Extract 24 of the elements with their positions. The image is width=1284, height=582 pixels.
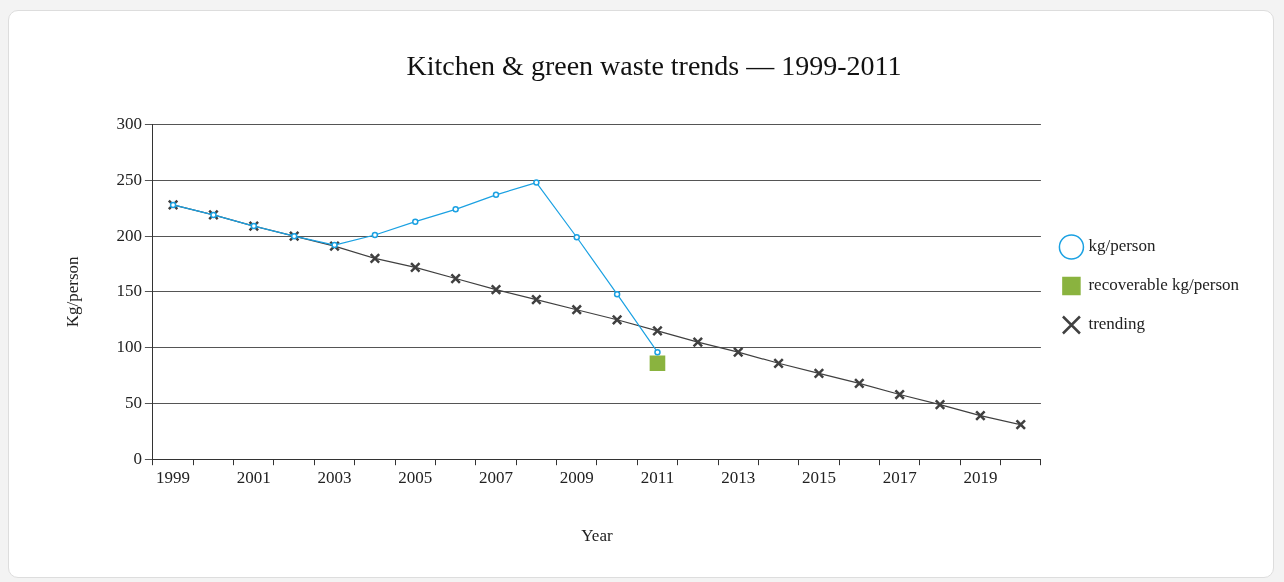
y-tick-label: 100 [116,337,142,357]
y-tick-label: 0 [133,448,142,468]
x-tick-label: 2011 [640,467,675,487]
y-tick-label: 300 [116,114,142,134]
legend-label: kg/person [1088,236,1156,256]
x-tick-label: 2003 [317,467,352,487]
x-tick-label: 2013 [721,467,756,487]
x-tick-label: 2015 [801,467,836,487]
x-tick-label: 2007 [479,467,514,487]
y-tick-label: 250 [116,169,142,189]
x-tick-label: 2019 [963,467,998,487]
x-axis-title: Year [581,526,613,546]
x-tick-label: 2001 [236,467,271,487]
y-tick-label: 150 [116,281,142,301]
chart-title: Kitchen & green waste trends — 1999-2011 [406,50,902,82]
legend-label: recoverable kg/person [1088,275,1240,295]
x-tick-label: 1999 [156,467,191,487]
legend-label: trending [1088,314,1146,334]
x-tick-label: 2005 [398,467,433,487]
x-tick-label: 2009 [559,467,594,487]
x-tick-label: 2017 [882,467,918,487]
y-axis-title: Kg/person [62,255,82,328]
y-tick-label: 50 [124,392,142,412]
y-tick-label: 200 [116,225,142,245]
